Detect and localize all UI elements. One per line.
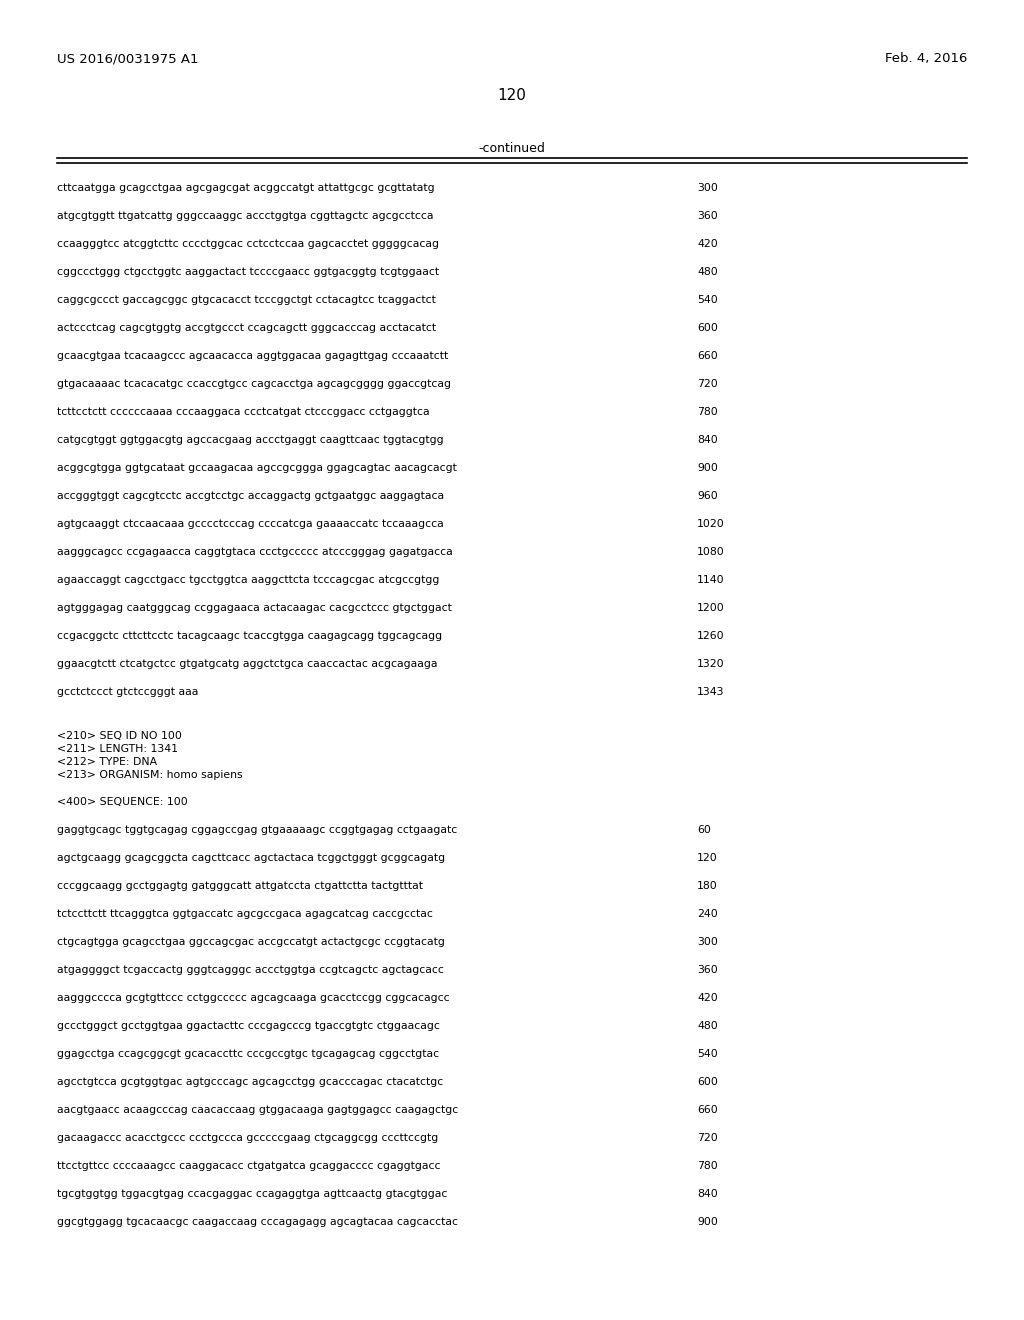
Text: 780: 780 xyxy=(697,1162,718,1171)
Text: 660: 660 xyxy=(697,351,718,360)
Text: US 2016/0031975 A1: US 2016/0031975 A1 xyxy=(57,51,199,65)
Text: 660: 660 xyxy=(697,1105,718,1115)
Text: 1080: 1080 xyxy=(697,546,725,557)
Text: 540: 540 xyxy=(697,1049,718,1059)
Text: ctgcagtgga gcagcctgaa ggccagcgac accgccatgt actactgcgc ccggtacatg: ctgcagtgga gcagcctgaa ggccagcgac accgcca… xyxy=(57,937,444,946)
Text: 840: 840 xyxy=(697,1189,718,1199)
Text: tctccttctt ttcagggtca ggtgaccatc agcgccgaca agagcatcag caccgcctac: tctccttctt ttcagggtca ggtgaccatc agcgccg… xyxy=(57,909,433,919)
Text: ggaacgtctt ctcatgctcc gtgatgcatg aggctctgca caaccactac acgcagaaga: ggaacgtctt ctcatgctcc gtgatgcatg aggctct… xyxy=(57,659,437,669)
Text: 780: 780 xyxy=(697,407,718,417)
Text: caggcgccct gaccagcggc gtgcacacct tcccggctgt cctacagtcc tcaggactct: caggcgccct gaccagcggc gtgcacacct tcccggc… xyxy=(57,294,436,305)
Text: 1020: 1020 xyxy=(697,519,725,529)
Text: 900: 900 xyxy=(697,463,718,473)
Text: 960: 960 xyxy=(697,491,718,502)
Text: agaaccaggt cagcctgacc tgcctggtca aaggcttcta tcccagcgac atcgccgtgg: agaaccaggt cagcctgacc tgcctggtca aaggctt… xyxy=(57,576,439,585)
Text: cttcaatgga gcagcctgaa agcgagcgat acggccatgt attattgcgc gcgttatatg: cttcaatgga gcagcctgaa agcgagcgat acggcca… xyxy=(57,183,434,193)
Text: 1200: 1200 xyxy=(697,603,725,612)
Text: agcctgtcca gcgtggtgac agtgcccagc agcagcctgg gcacccagac ctacatctgc: agcctgtcca gcgtggtgac agtgcccagc agcagcc… xyxy=(57,1077,443,1086)
Text: <213> ORGANISM: homo sapiens: <213> ORGANISM: homo sapiens xyxy=(57,770,243,780)
Text: 240: 240 xyxy=(697,909,718,919)
Text: 720: 720 xyxy=(697,379,718,389)
Text: 300: 300 xyxy=(697,937,718,946)
Text: 1140: 1140 xyxy=(697,576,725,585)
Text: ttcctgttcc ccccaaagcc caaggacacc ctgatgatca gcaggacccc cgaggtgacc: ttcctgttcc ccccaaagcc caaggacacc ctgatga… xyxy=(57,1162,440,1171)
Text: gtgacaaaac tcacacatgc ccaccgtgcc cagcacctga agcagcgggg ggaccgtcag: gtgacaaaac tcacacatgc ccaccgtgcc cagcacc… xyxy=(57,379,451,389)
Text: gccctgggct gcctggtgaa ggactacttc cccgagcccg tgaccgtgtc ctggaacagc: gccctgggct gcctggtgaa ggactacttc cccgagc… xyxy=(57,1020,440,1031)
Text: 1320: 1320 xyxy=(697,659,725,669)
Text: 600: 600 xyxy=(697,1077,718,1086)
Text: ccgacggctc cttcttcctc tacagcaagc tcaccgtgga caagagcagg tggcagcagg: ccgacggctc cttcttcctc tacagcaagc tcaccgt… xyxy=(57,631,442,642)
Text: tgcgtggtgg tggacgtgag ccacgaggac ccagaggtga agttcaactg gtacgtggac: tgcgtggtgg tggacgtgag ccacgaggac ccagagg… xyxy=(57,1189,447,1199)
Text: <211> LENGTH: 1341: <211> LENGTH: 1341 xyxy=(57,744,178,754)
Text: gaggtgcagc tggtgcagag cggagccgag gtgaaaaagc ccggtgagag cctgaagatc: gaggtgcagc tggtgcagag cggagccgag gtgaaaa… xyxy=(57,825,458,836)
Text: 900: 900 xyxy=(697,1217,718,1228)
Text: actccctcag cagcgtggtg accgtgccct ccagcagctt gggcacccag acctacatct: actccctcag cagcgtggtg accgtgccct ccagcag… xyxy=(57,323,436,333)
Text: 360: 360 xyxy=(697,965,718,975)
Text: Feb. 4, 2016: Feb. 4, 2016 xyxy=(885,51,967,65)
Text: 600: 600 xyxy=(697,323,718,333)
Text: catgcgtggt ggtggacgtg agccacgaag accctgaggt caagttcaac tggtacgtgg: catgcgtggt ggtggacgtg agccacgaag accctga… xyxy=(57,436,443,445)
Text: 540: 540 xyxy=(697,294,718,305)
Text: ggcgtggagg tgcacaacgc caagaccaag cccagagagg agcagtacaa cagcacctac: ggcgtggagg tgcacaacgc caagaccaag cccagag… xyxy=(57,1217,458,1228)
Text: cccggcaagg gcctggagtg gatgggcatt attgatccta ctgattctta tactgtttat: cccggcaagg gcctggagtg gatgggcatt attgatc… xyxy=(57,880,423,891)
Text: 300: 300 xyxy=(697,183,718,193)
Text: <400> SEQUENCE: 100: <400> SEQUENCE: 100 xyxy=(57,797,187,807)
Text: 60: 60 xyxy=(697,825,711,836)
Text: 420: 420 xyxy=(697,993,718,1003)
Text: 720: 720 xyxy=(697,1133,718,1143)
Text: cggccctggg ctgcctggtc aaggactact tccccgaacc ggtgacggtg tcgtggaact: cggccctggg ctgcctggtc aaggactact tccccga… xyxy=(57,267,439,277)
Text: 120: 120 xyxy=(697,853,718,863)
Text: <212> TYPE: DNA: <212> TYPE: DNA xyxy=(57,756,157,767)
Text: accgggtggt cagcgtcctc accgtcctgc accaggactg gctgaatggc aaggagtaca: accgggtggt cagcgtcctc accgtcctgc accagga… xyxy=(57,491,444,502)
Text: 360: 360 xyxy=(697,211,718,220)
Text: -continued: -continued xyxy=(478,143,546,154)
Text: gcctctccct gtctccgggt aaa: gcctctccct gtctccgggt aaa xyxy=(57,686,199,697)
Text: gcaacgtgaa tcacaagccc agcaacacca aggtggacaa gagagttgag cccaaatctt: gcaacgtgaa tcacaagccc agcaacacca aggtgga… xyxy=(57,351,449,360)
Text: 1343: 1343 xyxy=(697,686,725,697)
Text: <210> SEQ ID NO 100: <210> SEQ ID NO 100 xyxy=(57,731,182,741)
Text: 180: 180 xyxy=(697,880,718,891)
Text: acggcgtgga ggtgcataat gccaagacaa agccgcggga ggagcagtac aacagcacgt: acggcgtgga ggtgcataat gccaagacaa agccgcg… xyxy=(57,463,457,473)
Text: agctgcaagg gcagcggcta cagcttcacc agctactaca tcggctgggt gcggcagatg: agctgcaagg gcagcggcta cagcttcacc agctact… xyxy=(57,853,445,863)
Text: agtgggagag caatgggcag ccggagaaca actacaagac cacgcctccc gtgctggact: agtgggagag caatgggcag ccggagaaca actacaa… xyxy=(57,603,452,612)
Text: aagggcccca gcgtgttccc cctggccccc agcagcaaga gcacctccgg cggcacagcc: aagggcccca gcgtgttccc cctggccccc agcagca… xyxy=(57,993,450,1003)
Text: ccaagggtcc atcggtcttc cccctggcac cctcctccaa gagcacctet gggggcacag: ccaagggtcc atcggtcttc cccctggcac cctcctc… xyxy=(57,239,439,249)
Text: 420: 420 xyxy=(697,239,718,249)
Text: agtgcaaggt ctccaacaaa gcccctcccag ccccatcga gaaaaccatc tccaaagcca: agtgcaaggt ctccaacaaa gcccctcccag ccccat… xyxy=(57,519,443,529)
Text: 1260: 1260 xyxy=(697,631,725,642)
Text: gacaagaccc acacctgccc ccctgccca gcccccgaag ctgcaggcgg cccttccgtg: gacaagaccc acacctgccc ccctgccca gcccccga… xyxy=(57,1133,438,1143)
Text: 840: 840 xyxy=(697,436,718,445)
Text: aacgtgaacc acaagcccag caacaccaag gtggacaaga gagtggagcc caagagctgc: aacgtgaacc acaagcccag caacaccaag gtggaca… xyxy=(57,1105,459,1115)
Text: aagggcagcc ccgagaacca caggtgtaca ccctgccccc atcccgggag gagatgacca: aagggcagcc ccgagaacca caggtgtaca ccctgcc… xyxy=(57,546,453,557)
Text: ggagcctga ccagcggcgt gcacaccttc cccgccgtgc tgcagagcag cggcctgtac: ggagcctga ccagcggcgt gcacaccttc cccgccgt… xyxy=(57,1049,439,1059)
Text: 480: 480 xyxy=(697,267,718,277)
Text: tcttcctctt ccccccaaaa cccaaggaca ccctcatgat ctcccggacc cctgaggtca: tcttcctctt ccccccaaaa cccaaggaca ccctcat… xyxy=(57,407,430,417)
Text: atgaggggct tcgaccactg gggtcagggc accctggtga ccgtcagctc agctagcacc: atgaggggct tcgaccactg gggtcagggc accctgg… xyxy=(57,965,443,975)
Text: atgcgtggtt ttgatcattg gggccaaggc accctggtga cggttagctc agcgcctcca: atgcgtggtt ttgatcattg gggccaaggc accctgg… xyxy=(57,211,433,220)
Text: 480: 480 xyxy=(697,1020,718,1031)
Text: 120: 120 xyxy=(498,88,526,103)
